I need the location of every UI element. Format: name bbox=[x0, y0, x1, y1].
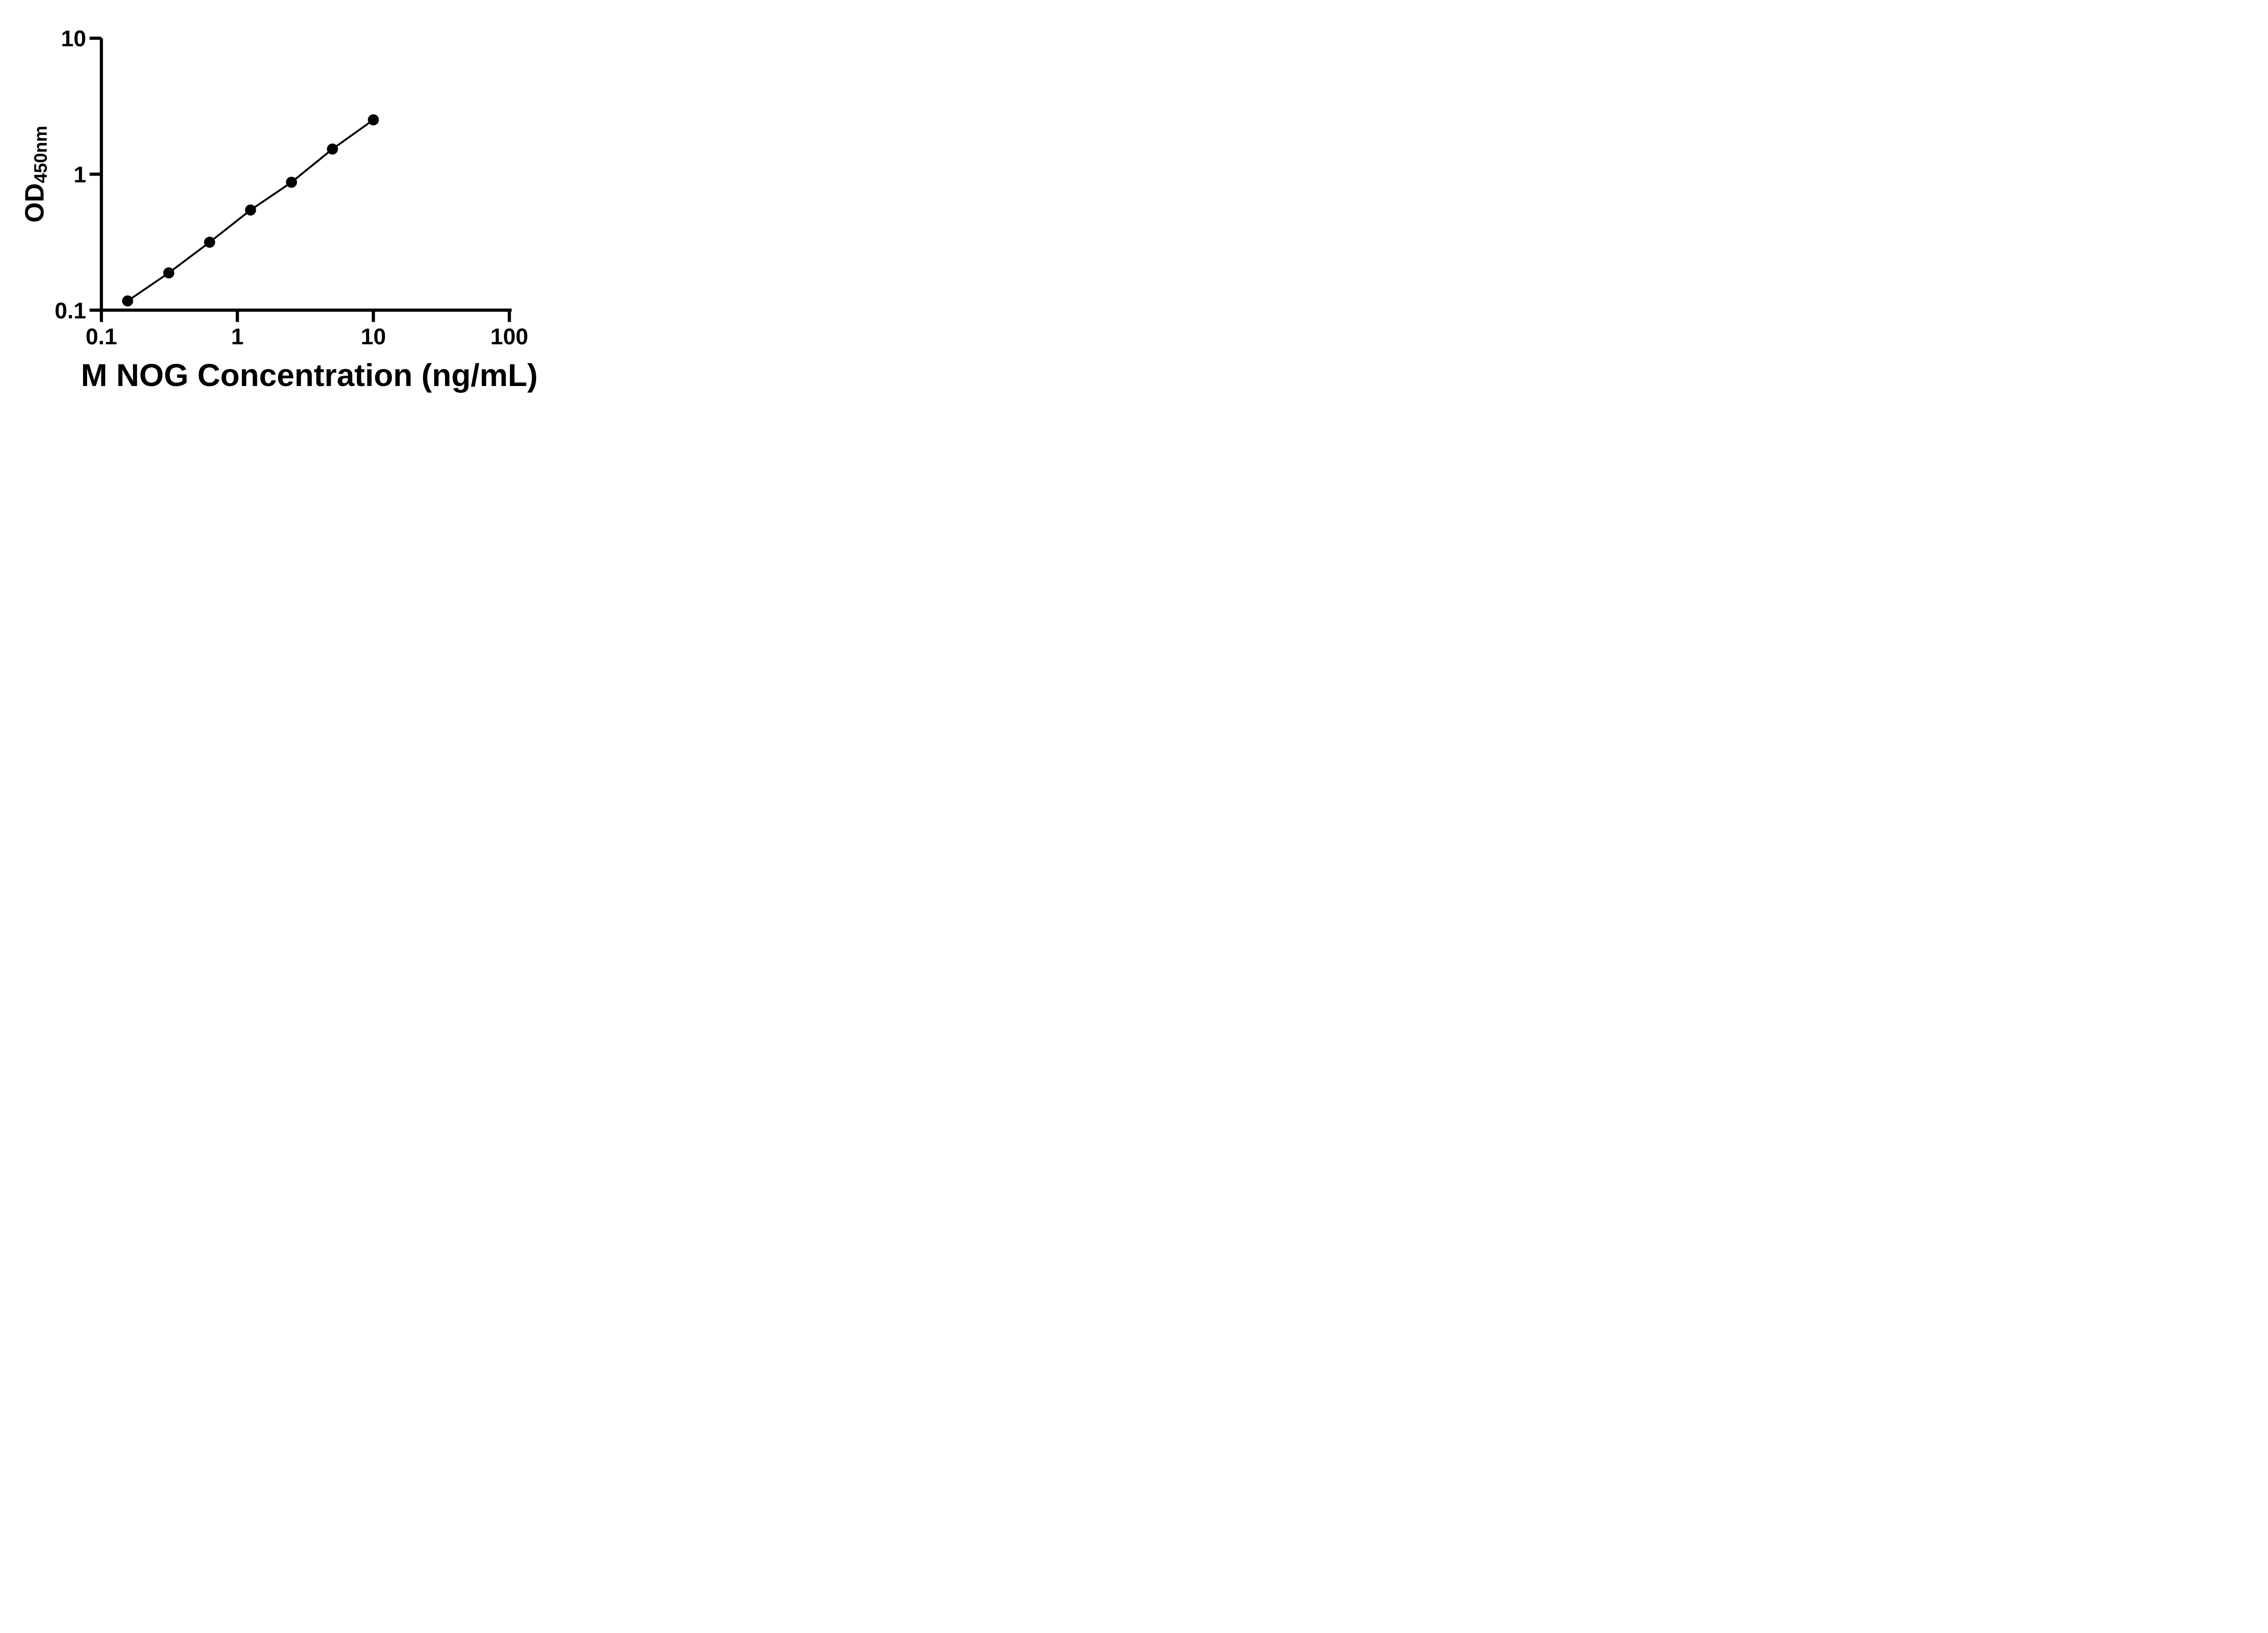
elisa-standard-curve-figure: 0.1 1 10 100 0.1 1 10 M NOG Concentration (ng/… bbox=[0, 0, 572, 408]
x-tick-label-10: 10 bbox=[361, 324, 386, 349]
y-tick-label-10: 10 bbox=[61, 26, 86, 51]
x-tick-label-1: 1 bbox=[231, 324, 244, 349]
x-axis-title: M NOG Concentration (ng/mL) bbox=[81, 357, 538, 393]
data-point-2 bbox=[163, 267, 175, 279]
ticks-group bbox=[89, 36, 511, 322]
tick-labels-group: 0.1 1 10 100 0.1 1 10 bbox=[54, 26, 528, 349]
axes-group bbox=[100, 38, 512, 312]
data-point-4 bbox=[245, 204, 256, 216]
data-point-6 bbox=[327, 143, 338, 155]
data-point-7 bbox=[367, 114, 379, 126]
y-axis-title-subscript: 450nm bbox=[31, 126, 51, 183]
y-axis-title: OD450nm bbox=[20, 126, 51, 223]
data-point-3 bbox=[204, 236, 215, 248]
data-point-5 bbox=[286, 176, 297, 188]
series-group bbox=[122, 114, 379, 307]
x-tick-label-100: 100 bbox=[490, 324, 528, 349]
y-axis-title-main: OD bbox=[20, 183, 49, 223]
chart-canvas: 0.1 1 10 100 0.1 1 10 bbox=[54, 26, 528, 349]
data-point-1 bbox=[122, 295, 133, 307]
x-tick-label-0.1: 0.1 bbox=[86, 324, 117, 349]
y-tick-label-0.1: 0.1 bbox=[54, 298, 86, 323]
y-tick-label-1: 1 bbox=[73, 162, 86, 187]
